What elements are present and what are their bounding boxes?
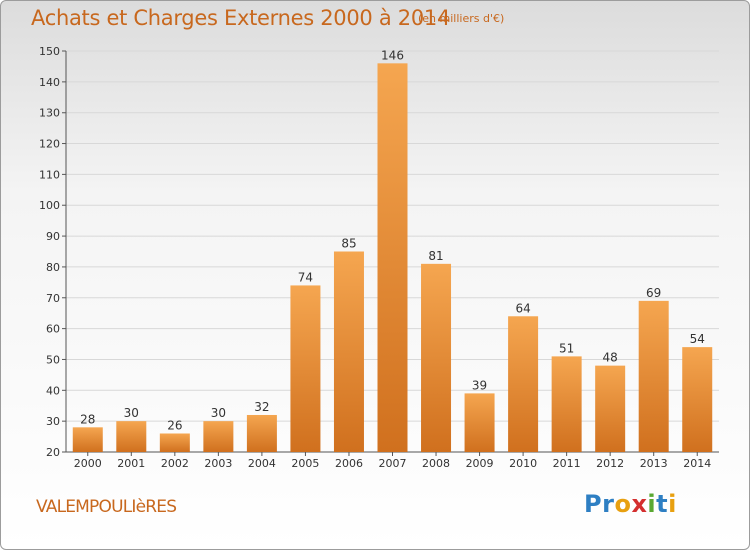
data-label-2011: 51 [559, 341, 574, 355]
logo-letter: P [584, 490, 603, 518]
logo-letter: o [614, 490, 632, 518]
x-tick-label-2004: 2004 [248, 457, 276, 470]
bar-2002 [159, 433, 190, 452]
bar-2012 [595, 365, 626, 452]
bar-2009 [464, 393, 495, 452]
x-tick-label-2006: 2006 [335, 457, 363, 470]
data-label-2000: 28 [80, 412, 95, 426]
data-label-2010: 64 [515, 301, 530, 315]
x-tick-label-2001: 2001 [117, 457, 145, 470]
x-tick-label-2009: 2009 [466, 457, 494, 470]
x-tick-label-2012: 2012 [596, 457, 624, 470]
data-label-2005: 74 [298, 270, 313, 284]
place-name: VALEMPOULIèRES [36, 497, 177, 517]
logo-letter: i [668, 490, 677, 518]
bar-2011 [551, 356, 582, 452]
x-tick-label-2003: 2003 [204, 457, 232, 470]
y-tick-label: 70 [46, 292, 60, 305]
x-tick-label-2007: 2007 [379, 457, 407, 470]
bar-2006 [333, 251, 364, 452]
logo-letter: i [647, 490, 657, 518]
y-tick-label: 140 [39, 76, 60, 89]
data-label-2014: 54 [690, 332, 705, 346]
y-tick-label: 130 [39, 107, 60, 120]
logo-letter: x [631, 490, 648, 518]
y-tick-label: 150 [39, 45, 60, 58]
data-label-2008: 81 [428, 249, 443, 263]
x-tick-label-2011: 2011 [553, 457, 581, 470]
bars [72, 63, 713, 452]
data-label-2006: 85 [341, 237, 356, 251]
x-tick-label-2010: 2010 [509, 457, 537, 470]
data-label-2009: 39 [472, 378, 487, 392]
logo-letter: t [656, 490, 669, 518]
logo-letter: r [602, 490, 615, 518]
y-tick-label: 30 [46, 415, 60, 428]
bar-2000 [72, 427, 103, 452]
bar-2003 [203, 421, 234, 452]
proxiti-logo[interactable]: Proxiti [584, 490, 677, 518]
bar-2004 [246, 414, 277, 452]
bar-2005 [290, 285, 321, 452]
chart-title: Achats et Charges Externes 2000 à 2014 [31, 6, 451, 30]
y-tick-label: 20 [46, 446, 60, 459]
y-tick-label: 80 [46, 261, 60, 274]
data-label-2013: 69 [646, 286, 661, 300]
x-tick-label-2014: 2014 [683, 457, 711, 470]
data-label-2012: 48 [603, 351, 618, 365]
data-label-2003: 30 [211, 406, 226, 420]
data-label-2001: 30 [124, 406, 139, 420]
y-tick-label: 90 [46, 230, 60, 243]
y-tick-label: 120 [39, 138, 60, 151]
x-tick-label-2005: 2005 [291, 457, 319, 470]
x-tick-label-2002: 2002 [161, 457, 189, 470]
y-tick-label: 60 [46, 323, 60, 336]
chart-subtitle: (en milliers d'€) [418, 12, 505, 25]
bar-2014 [682, 347, 713, 452]
bar-2001 [116, 421, 147, 452]
bar-2007 [377, 63, 408, 452]
y-tick-label: 100 [39, 199, 60, 212]
labels: 20 30 40 50 60 70 80 90 100 110 120 130 140 150 28 2000… [39, 45, 711, 470]
data-label-2007: 146 [381, 48, 404, 62]
data-label-2002: 26 [167, 418, 182, 432]
x-tick-label-2013: 2013 [640, 457, 668, 470]
x-tick-label-2008: 2008 [422, 457, 450, 470]
y-tick-label: 40 [46, 384, 60, 397]
bar-2013 [638, 300, 669, 452]
data-label-2004: 32 [254, 400, 269, 414]
x-tick-label-2000: 2000 [74, 457, 102, 470]
y-tick-label: 110 [39, 168, 60, 181]
bar-2010 [508, 316, 539, 452]
bar-2008 [421, 263, 452, 452]
y-tick-label: 50 [46, 353, 60, 366]
